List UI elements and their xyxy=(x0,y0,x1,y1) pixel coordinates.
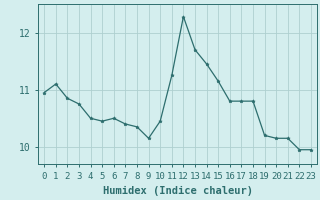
X-axis label: Humidex (Indice chaleur): Humidex (Indice chaleur) xyxy=(103,186,252,196)
